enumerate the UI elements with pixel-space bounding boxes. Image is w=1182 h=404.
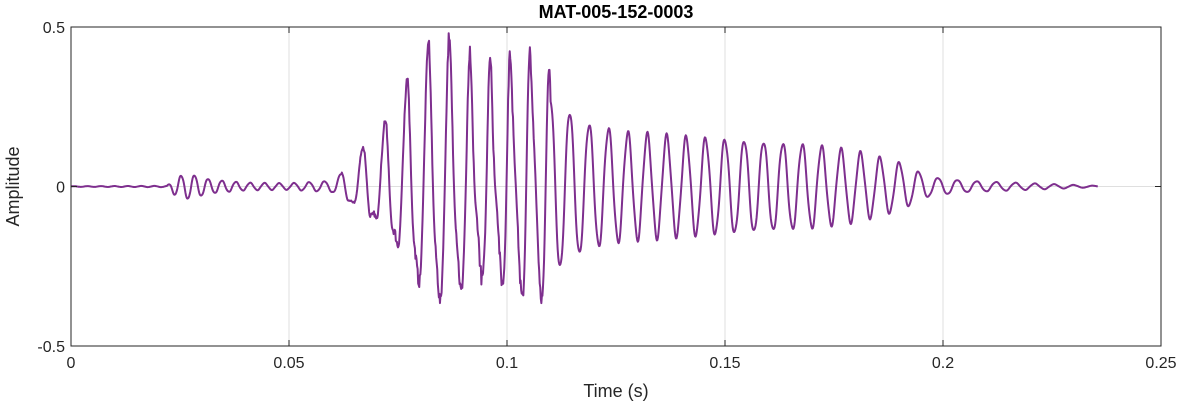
y-tick-label: 0.5 — [43, 20, 65, 37]
x-tick-label: 0.05 — [273, 355, 304, 372]
x-axis-label: Time (s) — [583, 381, 648, 401]
y-tick-label: 0 — [56, 180, 65, 197]
x-tick-label: 0.1 — [496, 355, 518, 372]
ticks — [70, 26, 1162, 347]
chart-title: MAT-005-152-0003 — [539, 2, 694, 22]
x-tick-label: 0.25 — [1145, 355, 1176, 372]
y-tick-label: -0.5 — [37, 339, 65, 356]
signal-line — [70, 32, 1099, 305]
x-tick-label: 0.15 — [709, 355, 740, 372]
x-tick-label: 0 — [67, 355, 76, 372]
x-tick-label: 0.2 — [932, 355, 954, 372]
tick-labels: 0 0.05 0.1 0.15 0.2 0.25-0.500.5 — [37, 20, 1176, 372]
y-axis-label: Amplitude — [3, 146, 23, 226]
